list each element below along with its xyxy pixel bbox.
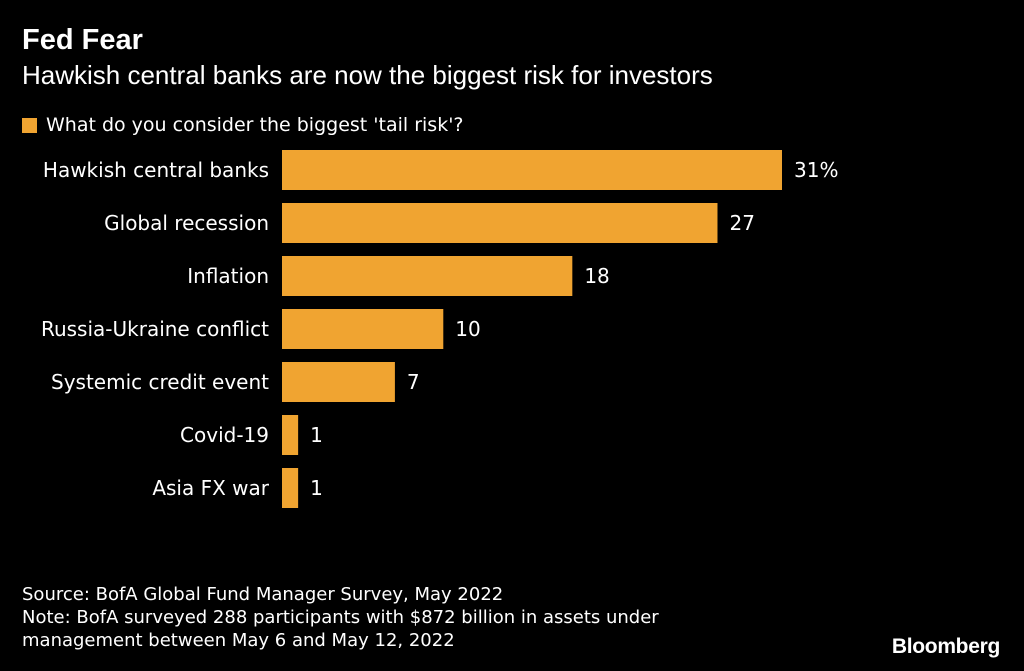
value-label: 31% (794, 158, 838, 182)
value-label: 1 (310, 423, 323, 447)
bloomberg-logo: Bloomberg (891, 635, 1000, 658)
value-label: 10 (455, 317, 480, 341)
value-label: 7 (407, 370, 420, 394)
source-note: Source: BofA Global Fund Manager Survey,… (22, 584, 504, 605)
category-label: Inflation (187, 264, 269, 288)
chart-subtitle: Hawkish central banks are now the bigges… (22, 60, 713, 90)
bar (282, 468, 299, 508)
value-label: 1 (310, 476, 323, 500)
bar (282, 203, 718, 243)
chart-title: Fed Fear (22, 24, 143, 56)
bar (282, 309, 444, 349)
bar-chart: Hawkish central banks 31% Global recession… (41, 150, 838, 508)
category-label: Covid-19 (180, 423, 269, 447)
category-label: Asia FX war (152, 476, 269, 500)
category-label: Global recession (104, 211, 269, 235)
bar (282, 256, 573, 296)
legend-swatch (22, 117, 37, 133)
category-label: Systemic credit event (51, 370, 269, 394)
legend-label: What do you consider the biggest 'tail r… (46, 114, 464, 136)
footer: Source: BofA Global Fund Manager Survey,… (22, 583, 742, 652)
bar (282, 362, 395, 402)
bar (282, 150, 782, 190)
survey-note: Note: BofA surveyed 288 participants wit… (22, 607, 659, 651)
value-label: 18 (584, 264, 609, 288)
bar (282, 415, 299, 455)
value-label: 27 (729, 211, 754, 235)
category-label: Russia-Ukraine conflict (41, 317, 269, 341)
category-label: Hawkish central banks (43, 158, 269, 182)
legend: What do you consider the biggest 'tail r… (22, 112, 464, 138)
